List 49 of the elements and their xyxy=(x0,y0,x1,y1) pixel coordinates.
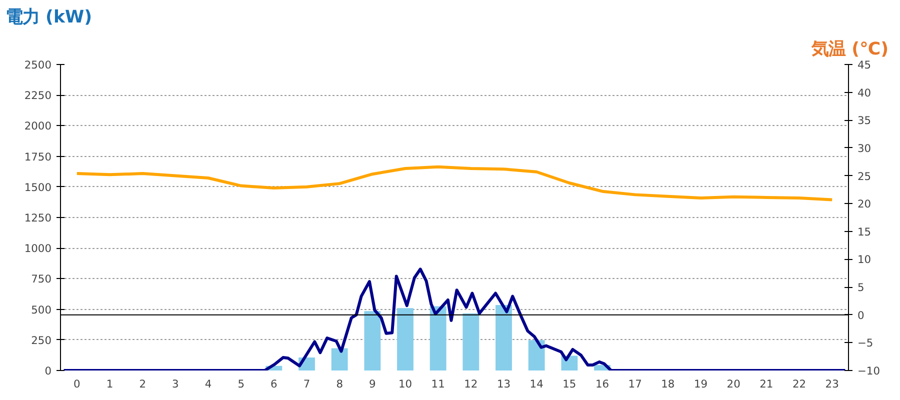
x-tick-label: 11 xyxy=(431,378,445,390)
y-axis-title: 電力 (kW) xyxy=(6,8,92,28)
x-tick-label: 4 xyxy=(204,378,212,390)
y2-tick-label: 20 xyxy=(858,198,872,211)
y2-axis-title: 気温 (℃) xyxy=(810,40,889,60)
x-tick-label: 21 xyxy=(760,378,774,390)
y2-tick-label: 30 xyxy=(858,142,872,155)
y-tick-label: 1000 xyxy=(24,242,52,256)
x-tick-label: 6 xyxy=(270,378,278,390)
x-tick-label: 9 xyxy=(369,378,376,390)
x-tick-label: 0 xyxy=(74,378,81,390)
y-tick-label: 1750 xyxy=(24,150,52,164)
x-tick-label: 10 xyxy=(398,378,412,390)
y-tick-label: 1500 xyxy=(24,180,52,194)
y-tick-label: 750 xyxy=(31,272,52,286)
x-tick-label: 17 xyxy=(628,378,642,390)
y2-tick-label: 0 xyxy=(858,308,864,322)
y2-tick-label: 45 xyxy=(858,58,872,72)
y-tick-label: 500 xyxy=(31,303,52,316)
y-tick-label: 0 xyxy=(44,364,52,378)
y2-tick-label: −10 xyxy=(858,364,880,378)
y2-tick-label: 10 xyxy=(858,253,872,266)
y-tick-label: 2000 xyxy=(24,120,52,133)
y-tick-label: 1250 xyxy=(24,212,52,224)
x-tick-label: 3 xyxy=(172,378,179,390)
x-tick-label: 22 xyxy=(792,378,806,390)
y2-tick-label: 5 xyxy=(858,281,864,294)
y2-tick-label: 35 xyxy=(858,114,872,128)
x-tick-label: 14 xyxy=(530,378,544,390)
x-tick-label: 16 xyxy=(595,378,610,390)
y-tick-label: 2250 xyxy=(24,89,52,102)
x-tick-label: 13 xyxy=(496,378,511,390)
y-tick-label: 2500 xyxy=(24,58,52,72)
x-tick-label: 8 xyxy=(336,378,344,390)
x-tick-label: 19 xyxy=(694,378,708,390)
x-tick-label: 12 xyxy=(464,378,478,390)
x-tick-label: 7 xyxy=(303,378,310,390)
y-tick-label: 250 xyxy=(31,334,52,347)
y2-tick-label: 25 xyxy=(858,170,872,183)
x-tick-label: 2 xyxy=(139,378,146,390)
y2-tick-label: 15 xyxy=(858,225,872,238)
x-tick-label: 18 xyxy=(661,378,675,390)
y2-tick-label: 40 xyxy=(858,86,872,100)
x-tick-label: 20 xyxy=(726,378,741,390)
x-tick-label: 5 xyxy=(238,378,244,390)
x-tick-label: 15 xyxy=(562,378,576,390)
y2-tick-label: −5 xyxy=(858,336,874,350)
x-tick-label: 1 xyxy=(106,378,114,390)
x-tick-label: 23 xyxy=(825,378,839,390)
